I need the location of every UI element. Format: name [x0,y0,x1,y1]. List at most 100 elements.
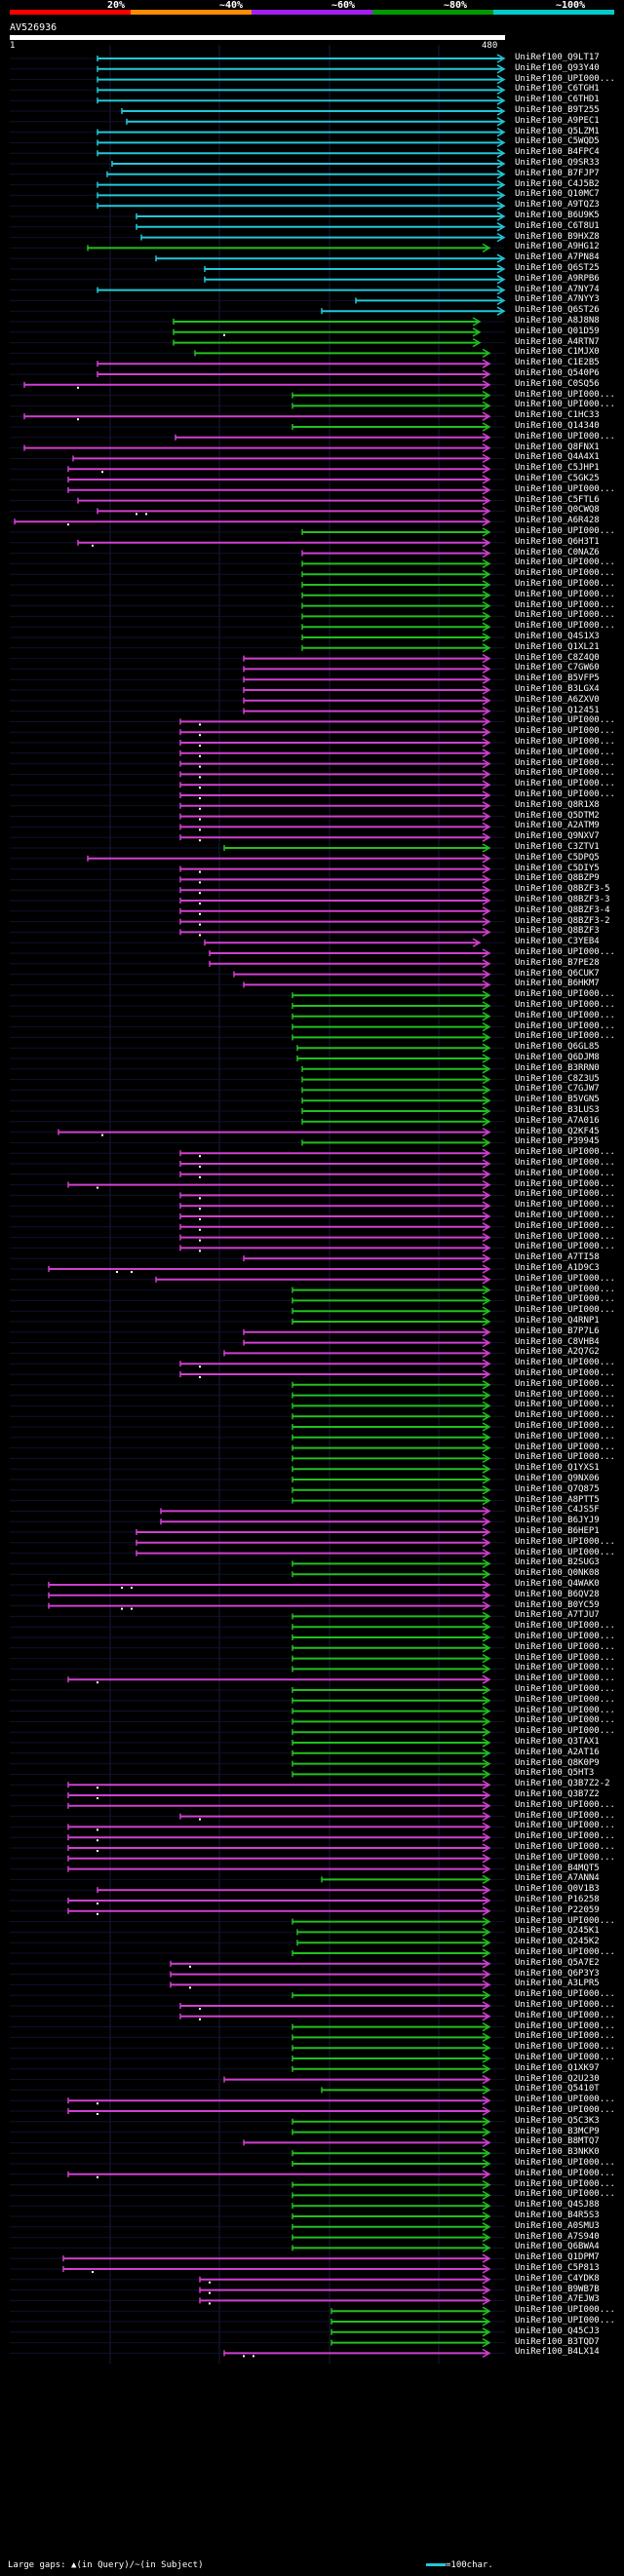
hit-label[interactable]: UniRef100_C1E2B5 [515,358,600,368]
hit-label[interactable]: UniRef100_A7NY74 [515,284,600,294]
hit-label[interactable]: UniRef100_Q8FNX1 [515,442,600,452]
hit-label[interactable]: UniRef100_A3LPR5 [515,1979,600,1989]
hit-label[interactable]: UniRef100_Q45CJ3 [515,2326,600,2336]
hit-label[interactable]: UniRef100_B7PE28 [515,957,600,968]
hit-label[interactable]: UniRef100_A2ATM9 [515,821,600,831]
hit-label[interactable]: UniRef100_UPI000... [515,1389,615,1400]
hit-label[interactable]: UniRef100_UPI000... [515,1168,615,1178]
hit-label[interactable]: UniRef100_C7GW60 [515,663,600,673]
hit-label[interactable]: UniRef100_UPI000... [515,1031,615,1042]
hit-label[interactable]: UniRef100_Q4S1X3 [515,632,600,641]
hit-label[interactable]: UniRef100_UPI000... [515,1189,615,1200]
hit-label[interactable]: UniRef100_UPI000... [515,789,615,799]
hit-label[interactable]: UniRef100_UPI000... [515,747,615,757]
hit-label[interactable]: UniRef100_UPI000... [515,483,615,494]
hit-label[interactable]: UniRef100_Q5DTM2 [515,810,600,821]
hit-label[interactable]: UniRef100_B4LX14 [515,2347,600,2358]
hit-label[interactable]: UniRef100_Q9NXV7 [515,831,600,842]
hit-label[interactable]: UniRef100_Q93Y40 [515,62,600,73]
hit-label[interactable]: UniRef100_B9WB7B [515,2284,600,2294]
hit-label[interactable]: UniRef100_A7ANN4 [515,1873,600,1884]
hit-label[interactable]: UniRef100_UPI000... [515,1842,615,1852]
hit-label[interactable]: UniRef100_UPI000... [515,1452,615,1463]
hit-label[interactable]: UniRef100_UPI000... [515,557,615,568]
hit-label[interactable]: UniRef100_B9HXZ8 [515,231,600,242]
hit-label[interactable]: UniRef100_UPI000... [515,1431,615,1442]
hit-label[interactable]: UniRef100_UPI000... [515,779,615,789]
hit-label[interactable]: UniRef100_Q0CWQ8 [515,505,600,516]
hit-label[interactable]: UniRef100_Q1XL21 [515,641,600,652]
hit-label[interactable]: UniRef100_Q1DPM7 [515,2252,600,2263]
hit-label[interactable]: UniRef100_Q8K0P9 [515,1757,600,1768]
hit-label[interactable]: UniRef100_C8Z3U5 [515,1073,600,1084]
hit-label[interactable]: UniRef100_C0NAZ6 [515,547,600,557]
hit-label[interactable]: UniRef100_Q8BZF3-5 [515,884,610,895]
hit-label[interactable]: UniRef100_C4J5B2 [515,178,600,189]
hit-label[interactable]: UniRef100_UPI000... [515,1694,615,1705]
hit-label[interactable]: UniRef100_Q8BZP9 [515,873,600,884]
hit-label[interactable]: UniRef100_B2SUG3 [515,1557,600,1568]
hit-label[interactable]: UniRef100_UPI000... [515,1547,615,1557]
hit-label[interactable]: UniRef100_UPI000... [515,526,615,536]
hit-label[interactable]: UniRef100_UPI000... [515,1821,615,1831]
hit-label[interactable]: UniRef100_B3LGX4 [515,684,600,694]
hit-label[interactable]: UniRef100_P22059 [515,1904,600,1915]
hit-label[interactable]: UniRef100_UPI000... [515,1020,615,1031]
hit-label[interactable]: UniRef100_Q6BWA4 [515,2242,600,2252]
hit-label[interactable]: UniRef100_UPI000... [515,1799,615,1810]
hit-label[interactable]: UniRef100_UPI000... [515,2178,615,2189]
hit-label[interactable]: UniRef100_UPI000... [515,757,615,768]
hit-label[interactable]: UniRef100_Q8R1X8 [515,799,600,810]
hit-label[interactable]: UniRef100_Q1YXS1 [515,1463,600,1474]
hit-label[interactable]: UniRef100_UPI000... [515,1000,615,1010]
hit-label[interactable]: UniRef100_UPI000... [515,1915,615,1926]
hit-label[interactable]: UniRef100_B3RRN0 [515,1062,600,1073]
hit-label[interactable]: UniRef100_UPI000... [515,1421,615,1431]
hit-label[interactable]: UniRef100_Q4A4X1 [515,452,600,463]
hit-label[interactable]: UniRef100_UPI000... [515,1947,615,1957]
hit-label[interactable]: UniRef100_Q3B7Z2-2 [515,1779,610,1789]
hit-label[interactable]: UniRef100_UPI000... [515,1147,615,1158]
hit-label[interactable]: UniRef100_Q8BZF3 [515,926,600,937]
hit-label[interactable]: UniRef100_Q12451 [515,705,600,715]
hit-label[interactable]: UniRef100_B6HKM7 [515,979,600,989]
hit-label[interactable]: UniRef100_Q6CUK7 [515,968,600,979]
hit-label[interactable]: UniRef100_C1HC33 [515,410,600,421]
hit-label[interactable]: UniRef100_UPI000... [515,715,615,726]
hit-label[interactable]: UniRef100_B4FPC4 [515,147,600,158]
hit-label[interactable]: UniRef100_UPI000... [515,389,615,400]
hit-label[interactable]: UniRef100_C6TGH1 [515,84,600,95]
hit-label[interactable]: UniRef100_Q8BZF3-4 [515,904,610,915]
hit-label[interactable]: UniRef100_UPI000... [515,2305,615,2316]
hit-label[interactable]: UniRef100_C0SQ56 [515,378,600,389]
hit-label[interactable]: UniRef100_C4JS5F [515,1505,600,1516]
hit-label[interactable]: UniRef100_UPI000... [515,1536,615,1547]
hit-label[interactable]: UniRef100_A8PTT5 [515,1494,600,1505]
hit-label[interactable]: UniRef100_UPI000... [515,73,615,84]
hit-label[interactable]: UniRef100_B0YC59 [515,1599,600,1610]
hit-label[interactable]: UniRef100_Q6DJM8 [515,1053,600,1062]
hit-label[interactable]: UniRef100_B4MQT5 [515,1863,600,1873]
hit-label[interactable]: UniRef100_UPI000... [515,737,615,747]
hit-label[interactable]: UniRef100_Q6H3T1 [515,536,600,547]
hit-label[interactable]: UniRef100_Q4RNP1 [515,1316,600,1326]
hit-label[interactable]: UniRef100_Q01D59 [515,326,600,336]
hit-label[interactable]: UniRef100_A7A016 [515,1115,600,1126]
hit-label[interactable]: UniRef100_Q5LZM1 [515,126,600,136]
hit-label[interactable]: UniRef100_Q4WAK0 [515,1579,600,1589]
hit-label[interactable]: UniRef100_UPI000... [515,2010,615,2020]
hit-label[interactable]: UniRef100_Q2KF45 [515,1126,600,1136]
hit-label[interactable]: UniRef100_A2Q7G2 [515,1347,600,1358]
hit-label[interactable]: UniRef100_UPI000... [515,1810,615,1821]
hit-label[interactable]: UniRef100_B3MCP9 [515,2126,600,2136]
hit-label[interactable]: UniRef100_Q1XK97 [515,2062,600,2073]
hit-label[interactable]: UniRef100_Q6GL85 [515,1042,600,1053]
hit-label[interactable]: UniRef100_UPI000... [515,621,615,632]
hit-label[interactable]: UniRef100_A7EJW3 [515,2294,600,2305]
hit-label[interactable]: UniRef100_B6JYJ9 [515,1516,600,1526]
hit-label[interactable]: UniRef100_Q9SR33 [515,158,600,168]
hit-label[interactable]: UniRef100_A7NYY3 [515,294,600,305]
hit-label[interactable]: UniRef100_Q6P3Y3 [515,1968,600,1979]
hit-label[interactable]: UniRef100_B7FJP7 [515,168,600,178]
hit-label[interactable]: UniRef100_C6T8U1 [515,220,600,231]
